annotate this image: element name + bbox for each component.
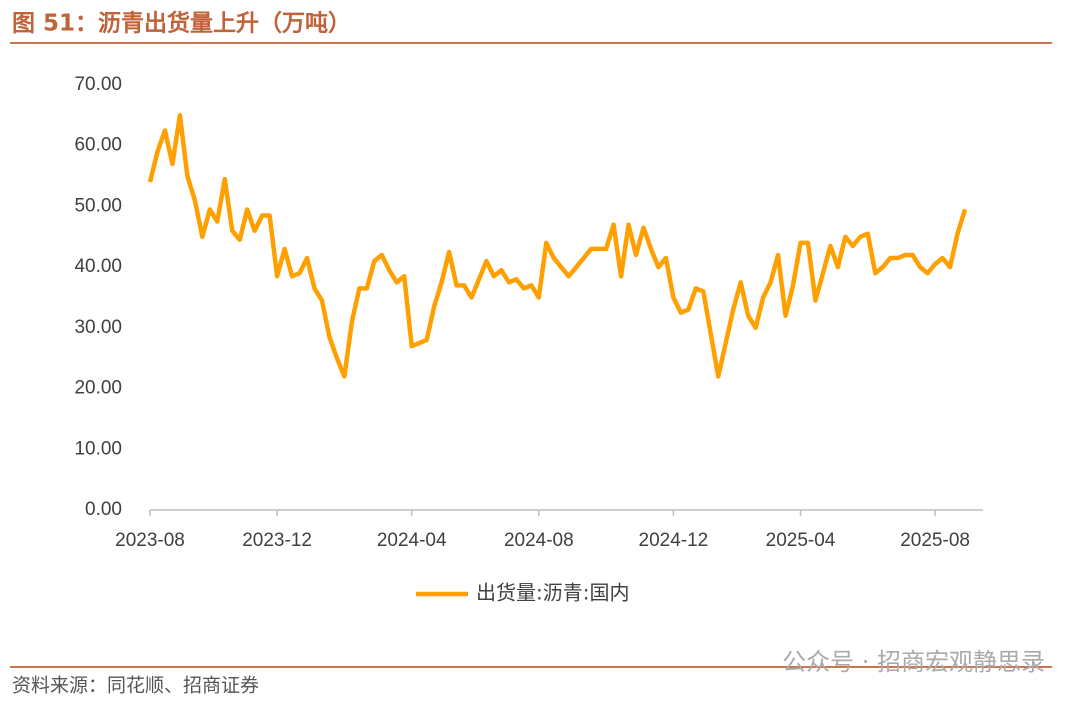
y-tick-label: 30.00 xyxy=(74,317,122,338)
x-tick-label: 2024-08 xyxy=(504,530,574,551)
data-line xyxy=(147,113,968,379)
y-tick-label: 70.00 xyxy=(74,74,122,95)
x-tick-label: 2025-08 xyxy=(900,530,970,551)
y-tick-label: 40.00 xyxy=(74,256,122,277)
y-tick-label: 50.00 xyxy=(74,195,122,216)
x-tick-label: 2023-12 xyxy=(242,530,312,551)
y-tick-label: 0.00 xyxy=(85,499,122,520)
x-tick-label: 2023-08 xyxy=(115,530,185,551)
y-tick-label: 10.00 xyxy=(74,438,122,459)
x-tick-label: 2025-04 xyxy=(766,530,836,551)
legend-label: 出货量:沥青:国内 xyxy=(476,581,629,605)
x-tick-label: 2024-12 xyxy=(639,530,709,551)
y-tick-label: 60.00 xyxy=(74,135,122,156)
chart-title: 图 51：沥青出货量上升（万吨） xyxy=(12,10,351,37)
source-note: 资料来源：同花顺、招商证券 xyxy=(12,675,259,697)
watermark: 公众号 · 招商宏观静思录 xyxy=(782,648,1045,676)
x-tick-label: 2024-04 xyxy=(377,530,447,551)
y-tick-label: 20.00 xyxy=(74,378,122,399)
